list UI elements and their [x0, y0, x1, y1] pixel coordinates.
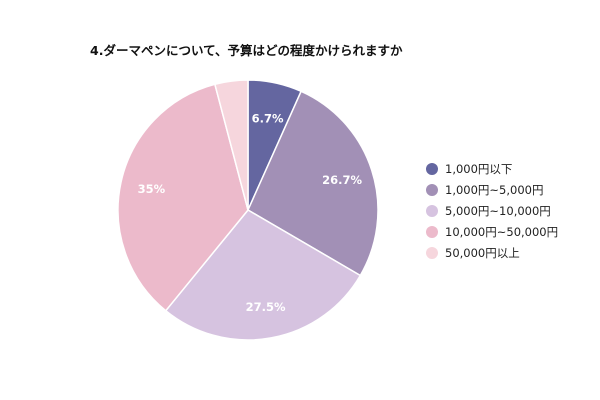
pie-data-label-4: 35%	[138, 182, 166, 196]
legend-item-2: 1,000円~5,000円	[426, 179, 558, 200]
legend-swatch-icon	[426, 246, 438, 259]
legend-item-3: 5,000円~10,000円	[426, 200, 558, 221]
legend-swatch-icon	[426, 225, 438, 238]
pie-slice-4	[117, 83, 249, 312]
chart-legend: 1,000円以下 1,000円~5,000円 5,000円~10,000円 10,00…	[426, 158, 558, 263]
legend-swatch-icon	[426, 162, 438, 175]
legend-item-4: 10,000円~50,000円	[426, 221, 558, 242]
pie-data-label-3: 27.5%	[246, 300, 286, 314]
pie-slice-5	[213, 79, 249, 211]
legend-label: 5,000円~10,000円	[445, 203, 551, 218]
pie-slices	[117, 79, 379, 341]
legend-label: 50,000円以上	[445, 245, 520, 260]
pie-data-label-2: 26.7%	[322, 173, 362, 187]
legend-item-1: 1,000円以下	[426, 158, 558, 179]
chart-title: 4.ダーマペンについて、予算はどの程度かけられますか	[90, 43, 403, 58]
legend-item-5: 50,000円以上	[426, 242, 558, 263]
legend-label: 10,000円~50,000円	[445, 224, 559, 239]
legend-swatch-icon	[426, 183, 438, 196]
legend-label: 1,000円~5,000円	[445, 182, 544, 197]
pie-data-label-1: 6.7%	[252, 111, 284, 125]
pie-data-labels: 6.7% 26.7% 27.5% 35%	[138, 111, 363, 314]
pie-slice-3	[164, 209, 362, 341]
pie-slice-2	[247, 90, 379, 277]
legend-swatch-icon	[426, 204, 438, 217]
legend-label: 1,000円以下	[445, 161, 513, 176]
